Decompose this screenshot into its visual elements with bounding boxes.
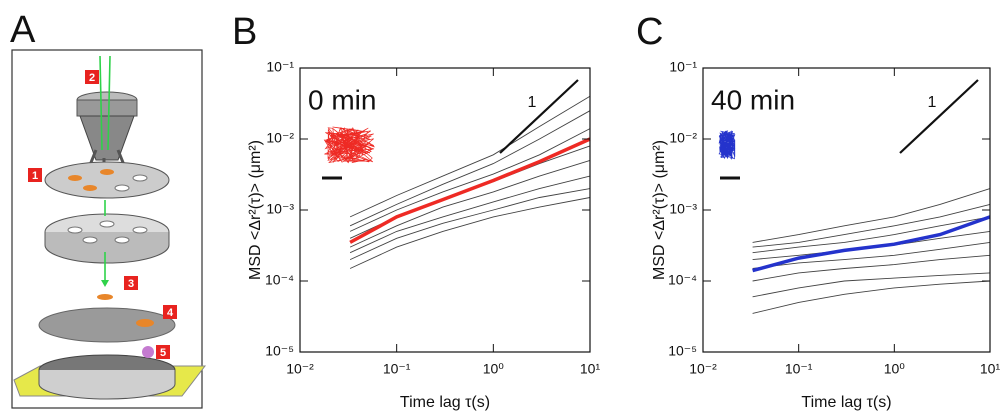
msd-trace	[349, 159, 591, 248]
x-tick-label: 10⁰	[483, 361, 505, 377]
x-tick-label: 10⁰	[884, 361, 906, 377]
msd-trace	[752, 272, 991, 298]
msd-trace	[752, 203, 991, 248]
x-axis-label: Time lag τ(s)	[400, 394, 490, 411]
msd-trace	[349, 188, 591, 261]
panel-label: C	[636, 11, 663, 53]
setup-diagram: 1 2 3 4 5	[11, 49, 207, 409]
time-annotation: 0 min	[308, 84, 376, 115]
y-tick-label: 10⁻⁵	[668, 343, 697, 359]
diagram-label: 2	[89, 72, 95, 84]
y-axis-label: MSD <Δr²(τ)> (μm²)	[651, 140, 668, 280]
diagram-label: 3	[128, 278, 134, 290]
diagram-label: 5	[160, 347, 166, 359]
y-tick-label: 10⁻⁴	[668, 272, 697, 288]
panel-label: B	[232, 11, 257, 53]
x-tick-label: 10⁻²	[286, 361, 314, 377]
x-tick-label: 10¹	[980, 361, 1001, 377]
trajectory-inset	[323, 126, 375, 164]
x-axis-label: Time lag τ(s)	[801, 394, 891, 411]
msd-trace	[752, 254, 991, 282]
msd-trace	[752, 188, 991, 243]
msd-trace	[752, 216, 991, 254]
slope-label: 1	[928, 94, 937, 111]
x-tick-label: 10⁻²	[689, 361, 717, 377]
y-tick-label: 10⁻¹	[669, 59, 697, 75]
trajectory-inset	[718, 130, 736, 160]
x-tick-label: 10⁻¹	[383, 361, 411, 377]
slope-guide	[899, 79, 979, 154]
time-annotation: 40 min	[711, 84, 795, 115]
y-tick-label: 10⁻³	[266, 201, 294, 217]
y-axis-label: MSD <Δr²(τ)> (μm²)	[247, 140, 264, 280]
msd-trace	[349, 175, 591, 254]
panel-label: A	[10, 9, 36, 51]
y-tick-label: 10⁻²	[266, 130, 294, 146]
mean-msd-line	[349, 137, 591, 244]
x-tick-label: 10¹	[580, 361, 601, 377]
msd-trace	[349, 110, 591, 227]
y-tick-label: 10⁻⁴	[265, 272, 294, 288]
y-tick-label: 10⁻⁵	[265, 343, 294, 359]
slope-guide	[499, 79, 579, 154]
y-tick-label: 10⁻¹	[266, 59, 294, 75]
y-tick-label: 10⁻²	[669, 130, 697, 146]
msd-trace	[752, 241, 991, 269]
y-tick-label: 10⁻³	[669, 201, 697, 217]
x-tick-label: 10⁻¹	[785, 361, 813, 377]
diagram-label: 1	[32, 170, 38, 182]
msd-trace	[349, 95, 591, 218]
slope-label: 1	[528, 94, 537, 111]
mean-msd-line	[752, 215, 991, 273]
msd-trace	[349, 128, 591, 232]
msd-trace	[752, 280, 991, 314]
msd-trace	[349, 197, 591, 269]
diagram-label: 4	[167, 307, 174, 319]
